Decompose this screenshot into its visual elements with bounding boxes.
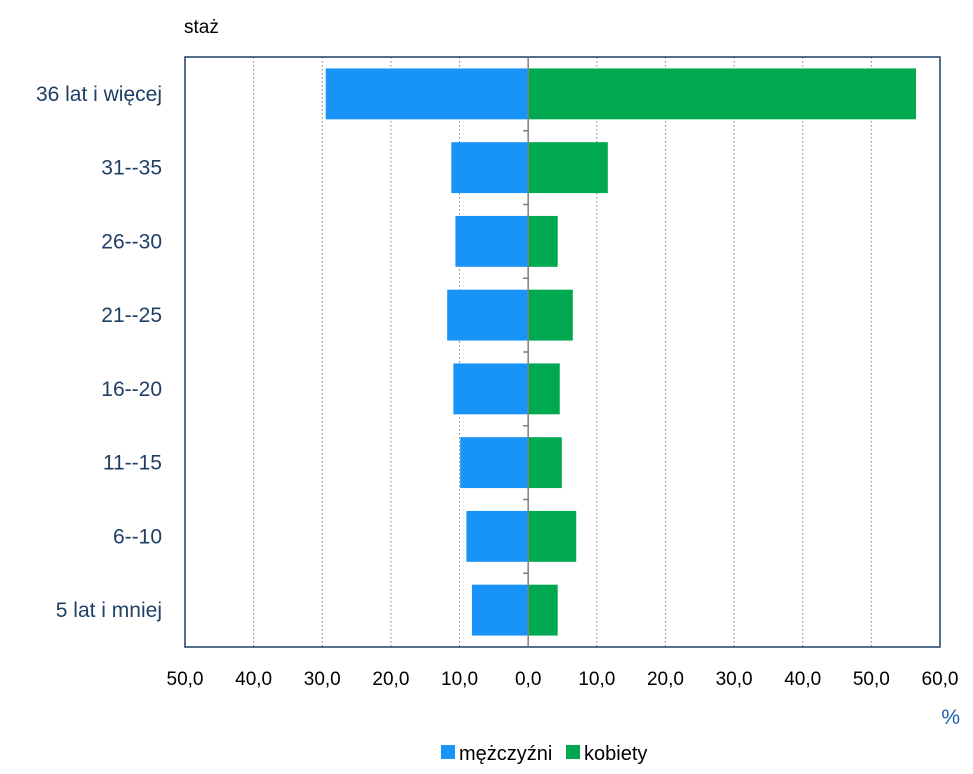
x-tick-label: 60,0	[922, 669, 959, 690]
x-tick-label: 40,0	[235, 669, 272, 690]
bar-men	[466, 510, 529, 562]
x-tick-label: 30,0	[304, 669, 341, 690]
x-tick-label: 50,0	[853, 669, 890, 690]
bar-women	[528, 215, 558, 267]
legend-swatch	[566, 745, 580, 759]
bar-women	[528, 437, 562, 489]
y-axis-title: staż	[184, 17, 219, 38]
category-label: 21--25	[101, 304, 162, 327]
legend-swatch	[441, 745, 455, 759]
center-axis	[523, 57, 530, 647]
bar-men	[453, 363, 529, 415]
x-tick-labels: 50,0 40,0 30,0 20,0 10,0 0,0 10,0 20,0 30,0 40,0 5…	[167, 669, 959, 690]
category-label: 6--10	[113, 525, 162, 548]
bar-women	[528, 68, 916, 120]
bar-women	[528, 584, 558, 636]
bar-women	[528, 363, 560, 415]
plot-area-frame	[184, 56, 941, 648]
category-label: 5 lat i mniej	[56, 599, 162, 622]
x-tick-label: 10,0	[441, 669, 478, 690]
category-labels: 36 lat i więcej 31--35 26--30 21--25 16--20 1…	[36, 83, 162, 622]
x-tick-label: 20,0	[372, 669, 409, 690]
x-tick-label: 0,0	[515, 669, 541, 690]
legend-label: kobiety	[584, 743, 647, 765]
bar-men	[460, 437, 529, 489]
x-tick-label: 20,0	[647, 669, 684, 690]
category-label: 16--20	[101, 378, 162, 401]
x-axis-unit: %	[941, 706, 960, 729]
category-label: 26--30	[101, 230, 162, 253]
bar-men	[451, 142, 529, 194]
x-tick-label: 50,0	[167, 669, 204, 690]
legend: mężczyźni kobiety	[441, 743, 647, 765]
x-tick-label: 30,0	[716, 669, 753, 690]
x-tick-label: 40,0	[784, 669, 821, 690]
legend-label: mężczyźni	[459, 743, 552, 765]
x-tick-label: 10,0	[578, 669, 615, 690]
bars	[325, 68, 916, 636]
category-label: 36 lat i więcej	[36, 83, 162, 106]
bar-women	[528, 142, 608, 194]
bar-men	[447, 289, 529, 341]
bar-men	[325, 68, 529, 120]
category-label: 11--15	[103, 452, 162, 475]
bar-men	[455, 215, 529, 267]
category-label: 31--35	[101, 157, 162, 180]
bar-women	[528, 510, 577, 562]
bar-women	[528, 289, 573, 341]
bar-men	[471, 584, 529, 636]
